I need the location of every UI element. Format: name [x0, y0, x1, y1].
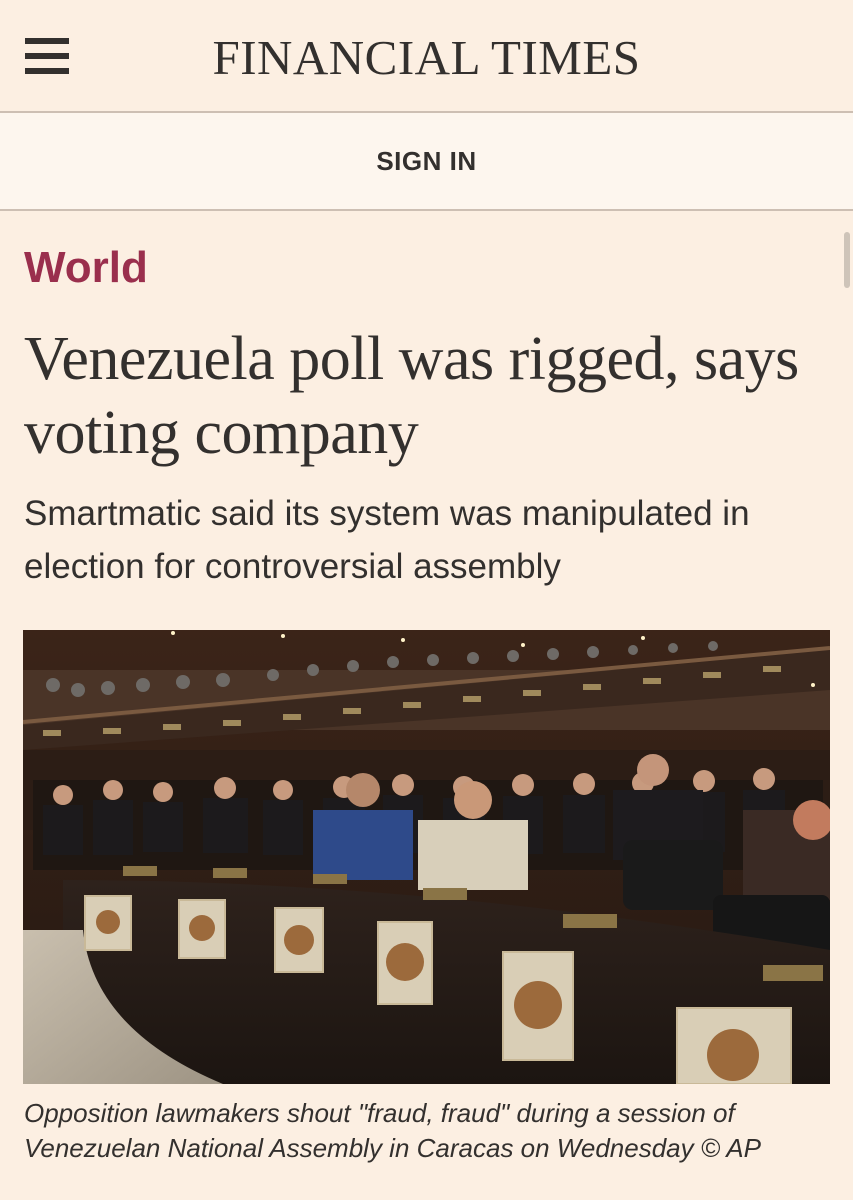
article-photo [23, 630, 830, 1084]
scrollbar-thumb[interactable] [844, 232, 850, 288]
site-header: FINANCIAL TIMES [0, 0, 853, 113]
hamburger-menu-icon[interactable] [25, 38, 69, 74]
sign-in-link[interactable]: SIGN IN [376, 146, 477, 176]
article-standfirst: Smartmatic said its system was manipulat… [24, 494, 750, 586]
photo-caption: Opposition lawmakers shout "fraud, fraud… [24, 1098, 761, 1163]
site-logo[interactable]: FINANCIAL TIMES [212, 30, 641, 85]
article-headline: Venezuela poll was rigged, says voting c… [24, 325, 799, 467]
sign-in-bar: SIGN IN [0, 113, 853, 211]
section-tag[interactable]: World [24, 243, 148, 292]
